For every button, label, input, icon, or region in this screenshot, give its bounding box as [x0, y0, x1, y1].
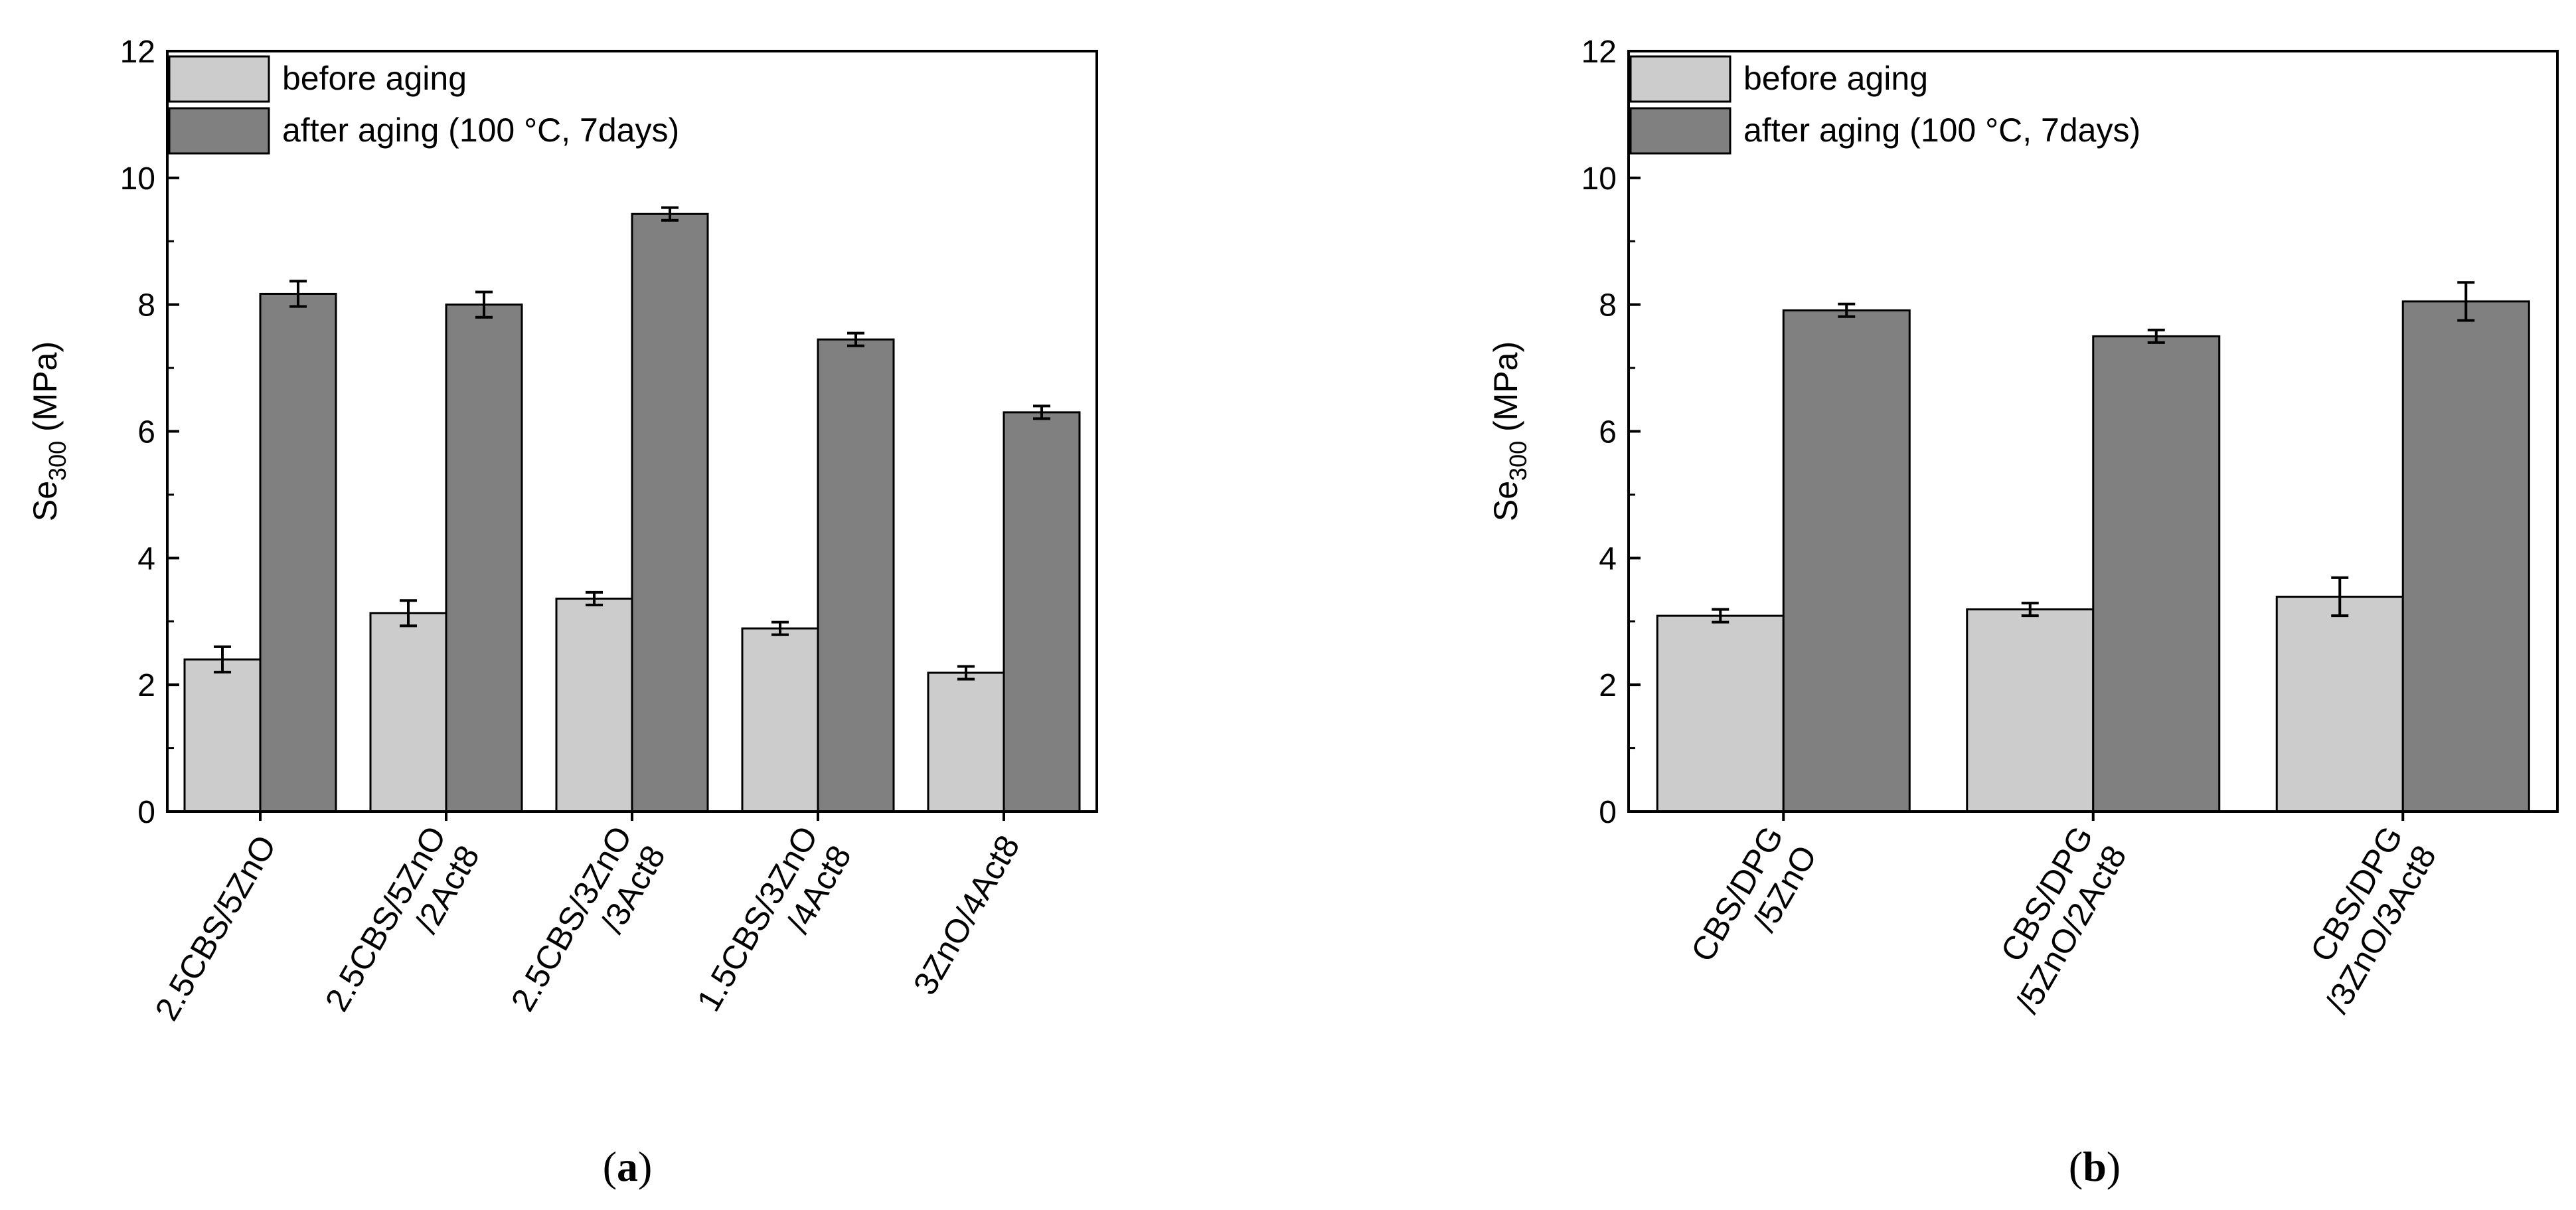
a-bar-after-2 [631, 213, 709, 813]
b-y-tick-label-0: 0 [1599, 795, 1617, 830]
b-legend-swatch-1 [1629, 107, 1731, 155]
a-y-tick-label-5: 10 [120, 161, 155, 197]
a-y-axis-label-main: Se [27, 481, 64, 521]
b-y-axis-label: Se300 (MPa) [1487, 341, 1532, 521]
a-category-label-line-0-0: 2.5CBS/5ZnO [148, 829, 283, 1027]
b-category-label-0: CBS/DPG/5ZnO [1684, 820, 1824, 988]
a-bar-after-0 [259, 292, 337, 813]
b-y-axis-label-main: Se [1487, 481, 1524, 521]
a-category-label-0: 2.5CBS/5ZnO [148, 829, 283, 1027]
a-category-label-4: 3ZnO/4Act8 [906, 829, 1027, 1001]
b-bar-after-1 [2092, 335, 2221, 813]
b-bar-after-0 [1782, 309, 1911, 813]
b-legend-label-0: before aging [1743, 60, 1928, 97]
a-category-label-3: 1.5CBS/3ZnO/4Act8 [690, 820, 858, 1037]
b-bar-before-0 [1656, 614, 1785, 813]
a-panel-caption-close: ) [638, 1143, 652, 1190]
b-category-label-2: CBS/DPG/3ZnO/3Act8 [2285, 820, 2443, 1019]
a-y-tick-label-0: 0 [137, 795, 155, 830]
b-y-tick-label-5: 10 [1581, 161, 1617, 197]
a-y-axis-label: Se300 (MPa) [27, 341, 71, 521]
a-bar-after-1 [445, 303, 523, 813]
b-legend-swatch-0 [1629, 55, 1731, 103]
a-legend-label-0: before aging [282, 60, 467, 97]
b-bar-before-2 [2275, 596, 2404, 813]
a-category-label-1: 2.5CBS/5ZnO/2Act8 [318, 820, 487, 1037]
a-legend-swatch-0 [168, 55, 270, 103]
b-y-axis-label-subscript: 300 [1504, 441, 1532, 481]
b-y-axis-label-unit: (MPa) [1487, 341, 1524, 441]
a-panel-caption-open: ( [603, 1143, 617, 1190]
b-y-tick-label-4: 8 [1599, 288, 1617, 323]
b-panel-caption-open: ( [2069, 1143, 2083, 1190]
panel-a-chart: 2.5CBS/5ZnO 2.5CBS/5ZnO/2Act8 2.5CBS/3ZnO/… [27, 35, 1098, 1190]
b-panel-caption: (b) [2069, 1143, 2121, 1190]
a-y-tick-label-3: 6 [137, 415, 155, 450]
b-y-tick-label-2: 4 [1599, 541, 1617, 576]
b-y-tick-label-6: 12 [1581, 35, 1617, 70]
a-y-axis-label-unit: (MPa) [27, 341, 64, 441]
a-y-tick-label-2: 4 [137, 541, 155, 576]
a-y-tick-label-1: 2 [137, 668, 155, 703]
a-legend-label-1: after aging (100 °C, 7days) [282, 112, 679, 149]
b-bar-before-1 [1966, 608, 2095, 813]
b-category-label-1: CBS/DPG/5ZnO/2Act8 [1975, 820, 2134, 1019]
b-panel-caption-letter: b [2083, 1143, 2107, 1190]
a-legend-swatch-1 [168, 107, 270, 155]
a-bar-before-3 [741, 627, 819, 813]
panel-b-chart: CBS/DPG/5ZnO CBS/DPG/5ZnO/2Act8 CBS/DPG/3Z… [1487, 35, 2559, 1190]
a-bar-after-4 [1003, 411, 1081, 813]
a-bar-before-1 [369, 612, 447, 813]
b-y-tick-label-1: 2 [1599, 668, 1617, 703]
b-bar-after-2 [2401, 300, 2530, 813]
a-category-label-line-4-0: 3ZnO/4Act8 [906, 829, 1027, 1001]
a-y-axis-label-subscript: 300 [44, 441, 71, 481]
a-panel-caption-letter: a [617, 1143, 638, 1190]
a-bar-before-0 [183, 658, 262, 813]
a-bar-before-2 [555, 597, 633, 813]
a-panel-caption: (a) [603, 1143, 653, 1190]
a-y-tick-label-4: 8 [137, 288, 155, 323]
b-panel-caption-close: ) [2107, 1143, 2121, 1190]
b-y-tick-label-3: 6 [1599, 415, 1617, 450]
b-legend-label-1: after aging (100 °C, 7days) [1743, 112, 2140, 149]
a-y-tick-label-6: 12 [120, 35, 155, 70]
a-bar-after-3 [817, 338, 895, 813]
a-category-label-2: 2.5CBS/3ZnO/3Act8 [504, 820, 673, 1037]
a-bar-before-4 [927, 671, 1005, 813]
